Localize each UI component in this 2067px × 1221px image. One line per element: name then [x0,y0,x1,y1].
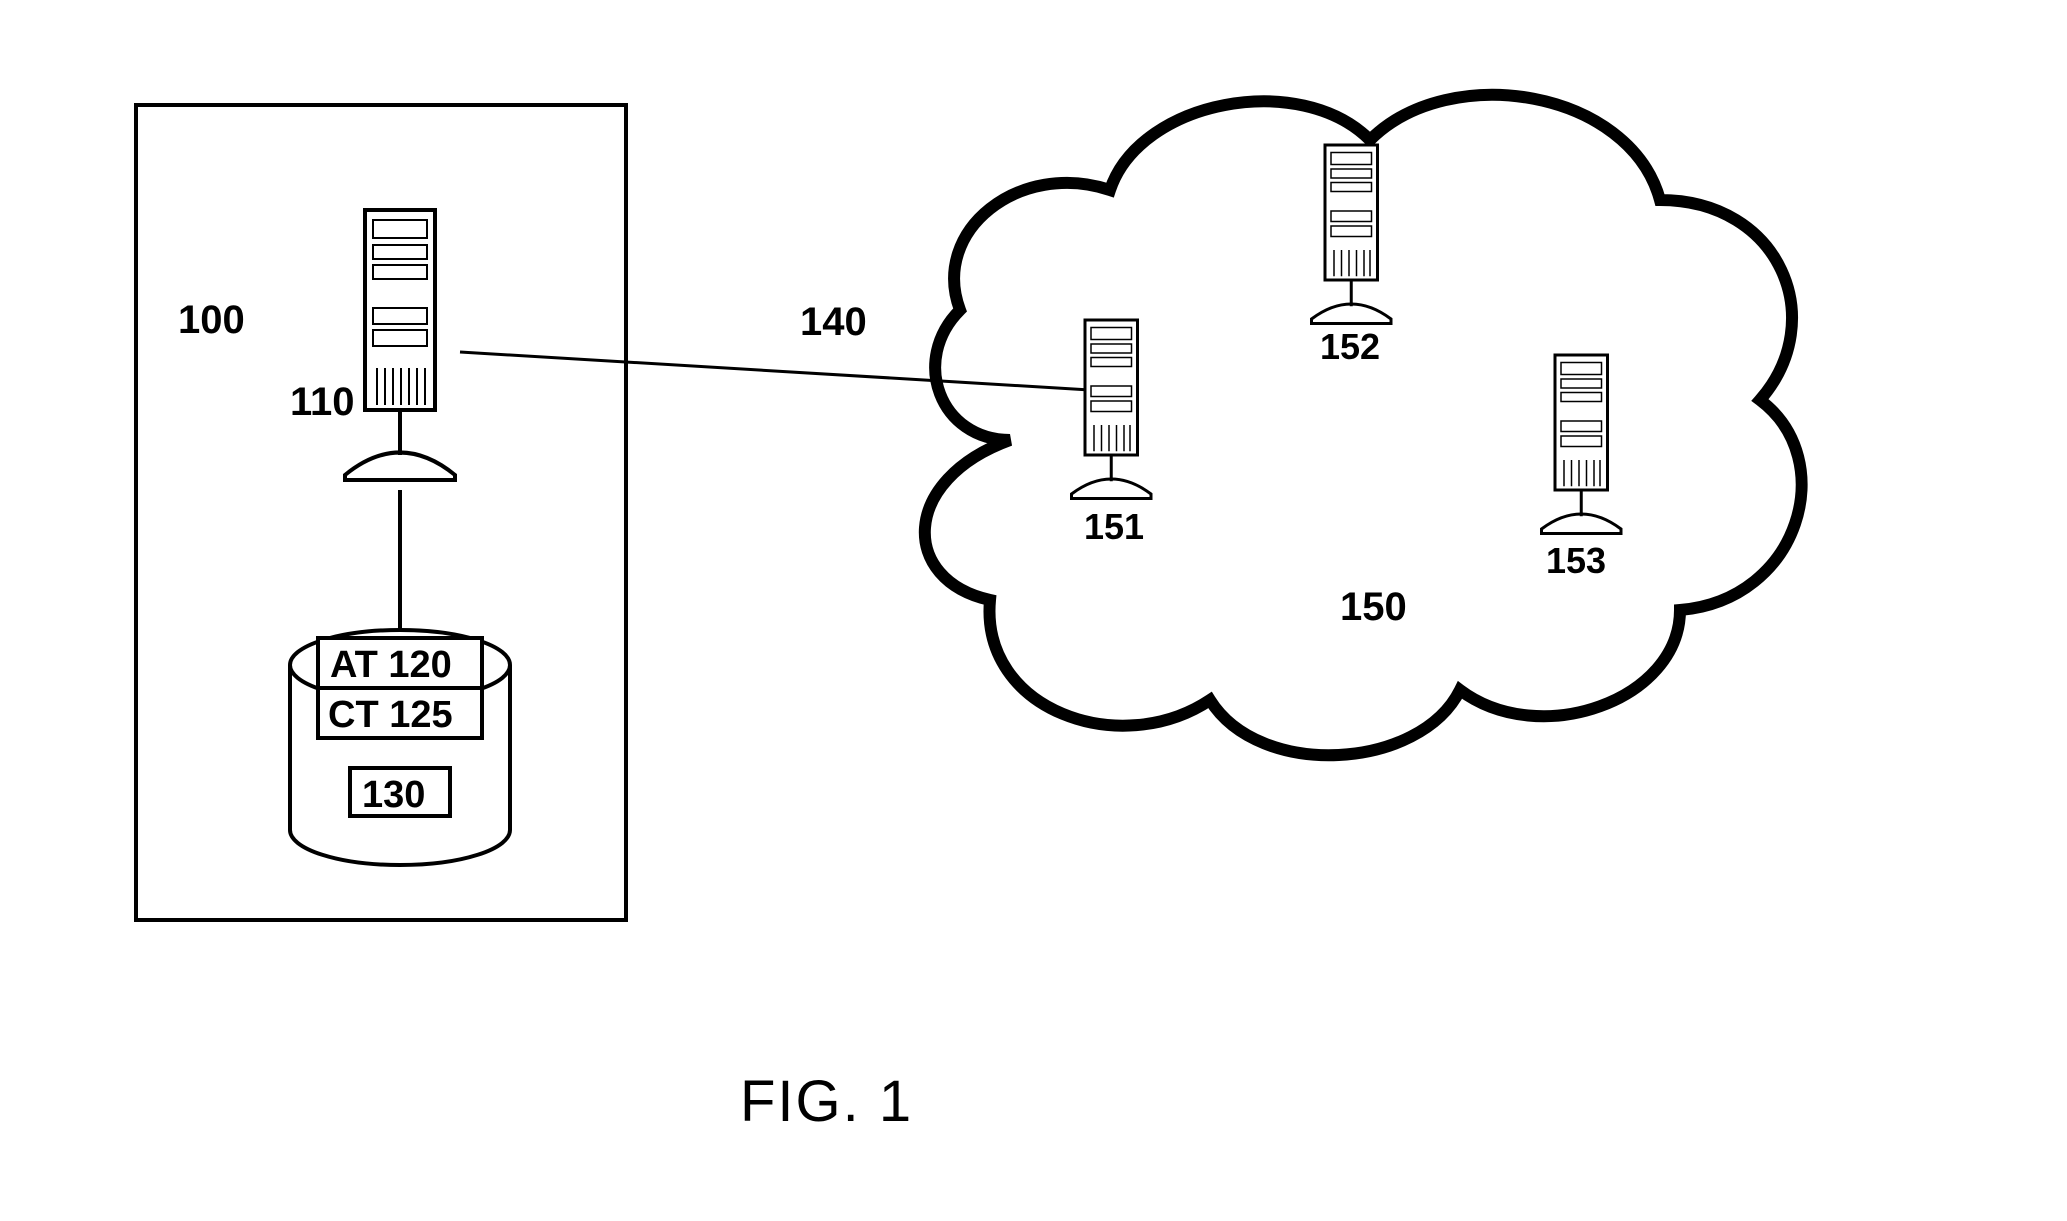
label-110: 110 [290,380,355,425]
label-130: 130 [362,774,425,817]
label-151: 151 [1084,506,1144,548]
label-150: 150 [1340,585,1407,630]
diagram-svg [0,0,2067,1221]
figure-caption: FIG. 1 [740,1068,913,1135]
label-140: 140 [800,300,867,345]
label-100: 100 [178,298,245,343]
label-153: 153 [1546,540,1606,582]
label-152: 152 [1320,326,1380,368]
label-at120: AT 120 [330,644,452,687]
label-ct125: CT 125 [328,694,453,737]
server-110 [345,210,455,480]
diagram-container: 100 110 140 150 151 152 153 AT 120 CT 12… [0,0,2067,1221]
